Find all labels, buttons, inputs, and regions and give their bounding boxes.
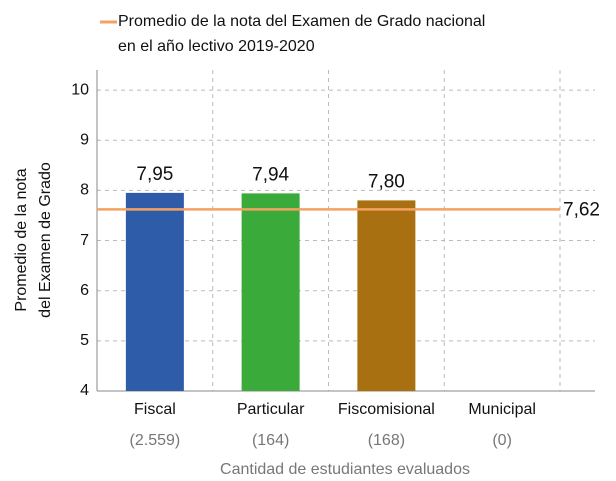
y-tick-label: 7 — [80, 232, 89, 249]
reference-label: 7,62 — [563, 199, 600, 220]
value-label: 7,94 — [252, 164, 289, 185]
y-axis-title: del Examen de Grado — [37, 162, 54, 318]
y-tick-label: 9 — [80, 131, 89, 148]
x-axis-title: Cantidad de estudiantes evaluados — [220, 461, 470, 478]
bar — [125, 192, 184, 391]
y-tick-label: 5 — [80, 332, 89, 349]
y-axis-title: Promedio de la nota — [13, 168, 30, 311]
x-tick-label: Municipal — [468, 401, 536, 418]
legend-text: Promedio de la nota del Examen de Grado … — [118, 13, 485, 30]
bar — [357, 200, 416, 391]
category-count: (168) — [368, 432, 405, 449]
y-tick-label: 10 — [71, 81, 89, 98]
y-tick-label: 6 — [80, 282, 89, 299]
bar — [241, 193, 300, 391]
y-tick-label: 8 — [80, 182, 89, 199]
x-tick-label: Fiscomisional — [338, 401, 435, 418]
y-tick-label: 4 — [80, 382, 89, 399]
x-tick-label: Particular — [237, 401, 305, 418]
value-label: 7,95 — [136, 164, 173, 185]
category-count: (164) — [252, 432, 289, 449]
category-count: (2.559) — [130, 432, 181, 449]
x-tick-label: Fiscal — [134, 401, 176, 418]
legend-text: en el año lectivo 2019-2020 — [118, 38, 315, 55]
value-label: 7,80 — [368, 171, 405, 192]
category-count: (0) — [492, 432, 512, 449]
